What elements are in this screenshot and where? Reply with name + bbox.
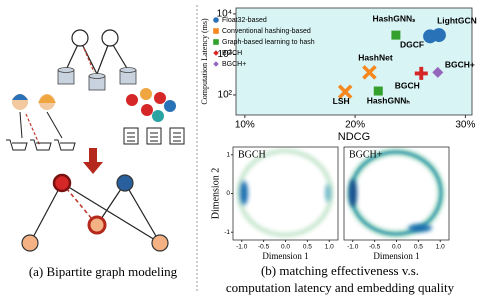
point-label: LSH	[333, 96, 350, 106]
y-tick-label: 10²	[218, 90, 233, 101]
bipartite-diagram	[6, 29, 185, 252]
legend-label: Graph-based learning to hash	[222, 39, 315, 46]
marker	[362, 65, 377, 80]
plot-area	[236, 8, 472, 115]
x-tick-label: 1.0	[325, 244, 334, 251]
x-tick-label: 30%	[455, 120, 475, 131]
marker	[213, 28, 219, 34]
legend-marker	[213, 61, 219, 67]
x-axis-label: Dimension 1	[373, 251, 419, 261]
marker	[213, 39, 219, 45]
marker	[432, 66, 444, 78]
y-axis-label: Computation Latency (ms)	[200, 18, 209, 105]
point	[414, 66, 428, 80]
legend-marker	[213, 39, 219, 45]
x-tick-label: 1.0	[436, 244, 445, 251]
point	[431, 28, 446, 43]
marker	[373, 86, 383, 96]
marker	[391, 30, 401, 40]
point-label: LightGCN	[437, 15, 477, 25]
density-title: BGCH+	[349, 149, 383, 160]
point-label: BGCH+	[445, 60, 475, 70]
point	[432, 66, 444, 78]
x-tick-label: -1.0	[236, 244, 248, 251]
x-tick-label: 0.5	[414, 244, 423, 251]
x-tick-label: 0.0	[392, 244, 401, 251]
point-label: BGCH	[395, 81, 420, 91]
point	[391, 30, 401, 40]
marker	[431, 28, 446, 43]
point-label: HashNet	[358, 53, 393, 63]
x-tick-label: 0.0	[281, 244, 290, 251]
marker	[337, 84, 353, 100]
x-tick-label: -0.5	[369, 244, 381, 251]
y-tick-label: 0	[226, 190, 230, 197]
point-label: DGCF	[400, 40, 424, 50]
caption-b: computation latency and embedding qualit…	[226, 280, 455, 295]
point-label: HashGNNₛ	[372, 13, 416, 23]
x-tick-label: 10%	[235, 120, 255, 131]
y-axis-label: Dimension 2	[210, 168, 221, 219]
x-axis-label: Dimension 1	[262, 251, 308, 261]
caption-a: (a) Bipartite graph modeling	[29, 264, 178, 279]
y-tick-label: 1	[226, 151, 230, 158]
legend-marker	[213, 17, 219, 23]
marker	[213, 17, 219, 23]
density-image	[233, 147, 338, 240]
marker	[213, 50, 219, 56]
x-tick-label: -1.0	[347, 244, 359, 251]
y-tick-label: 10³	[218, 49, 233, 60]
point	[337, 84, 353, 100]
marker	[414, 66, 428, 80]
x-tick-label: 20%	[345, 120, 365, 131]
point	[373, 86, 383, 96]
caption-b: (b) matching effectiveness v.s.	[261, 263, 419, 278]
x-tick-label: 0.5	[303, 244, 312, 251]
y-tick-label: 10⁴	[217, 9, 232, 20]
x-tick-label: -0.5	[258, 244, 270, 251]
scatter-chart: 10% 20% 30% 10² 10³ 10⁴ NDCG Computation Latenc…	[200, 7, 477, 143]
legend-label: Float32-based	[222, 17, 267, 24]
legend-label: BGCH+	[222, 61, 246, 68]
legend-label: BGCH	[222, 50, 242, 57]
x-axis-label: NDCG	[338, 131, 370, 143]
legend-marker	[213, 28, 219, 34]
legend-marker	[213, 50, 219, 56]
marker	[213, 61, 219, 67]
y-tick-label: -1	[224, 229, 230, 236]
point	[362, 65, 377, 80]
density-title: BGCH	[238, 149, 266, 160]
legend-label: Conventional hashing-based	[222, 28, 311, 35]
density-image	[344, 147, 449, 240]
axes-frame	[235, 7, 473, 116]
point-label: HashGNNₕ	[367, 95, 411, 105]
